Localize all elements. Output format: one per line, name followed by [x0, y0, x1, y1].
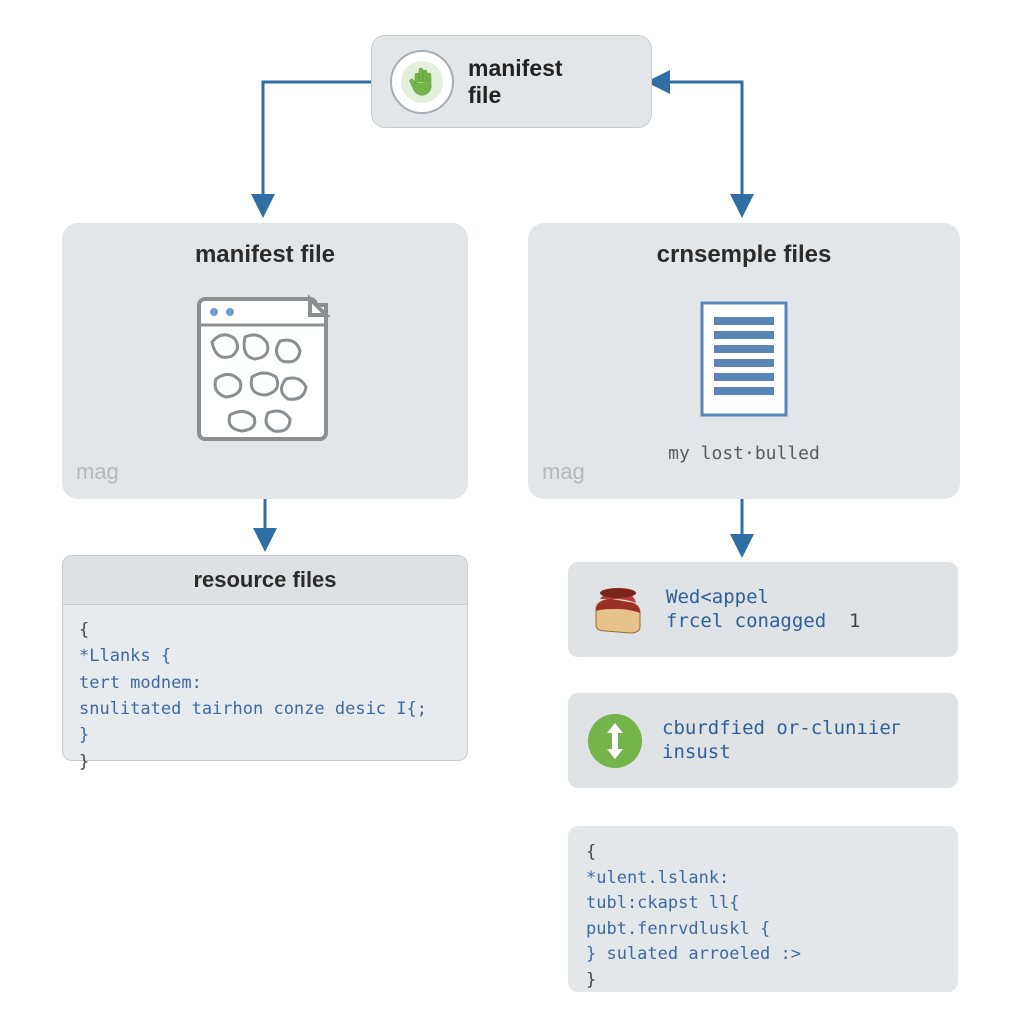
- card-web-line2: frcel conagged: [666, 610, 826, 632]
- left-big-tag: mag: [76, 459, 119, 485]
- cake-icon: [586, 579, 648, 641]
- card-insust-line2: insust: [662, 741, 902, 765]
- node-manifest-left: manifest file mag: [62, 223, 468, 499]
- document-lines-icon: [684, 295, 804, 435]
- window-puzzle-icon: [190, 287, 340, 447]
- node-crnsemple: crnsemple files my lost·bulled mag: [528, 223, 960, 499]
- top-label-1: manifest: [468, 55, 563, 81]
- resource-title: resource files: [63, 567, 467, 593]
- right-code-block: { *ulent.lslank: tubl:ckapst ll{ pubt.fe…: [568, 826, 958, 992]
- left-big-title: manifest file: [62, 241, 468, 269]
- arrows-vertical-icon: [586, 712, 644, 770]
- hand-icon: [390, 50, 454, 114]
- right-big-title: crnsemple files: [528, 241, 960, 269]
- card-insust-line1: cburdfied or-clunıieг: [662, 717, 902, 741]
- card-insust: cburdfied or-clunıieг insust: [568, 693, 958, 788]
- node-manifest-top: manifest file: [371, 35, 652, 128]
- node-resource-files: resource files { *Llanks { tert modnem: …: [62, 555, 468, 761]
- card-web-badge: 1: [849, 610, 860, 632]
- right-big-tag: mag: [542, 459, 585, 485]
- right-big-caption: my lost·bulled: [528, 443, 960, 464]
- resource-code: { *Llanks { tert modnem: snulitated tair…: [63, 605, 467, 787]
- top-label-2: file: [468, 82, 563, 108]
- card-web-line1: Wed<appel: [666, 586, 769, 608]
- card-web-appel: Wed<appel frcel conagged 1: [568, 562, 958, 657]
